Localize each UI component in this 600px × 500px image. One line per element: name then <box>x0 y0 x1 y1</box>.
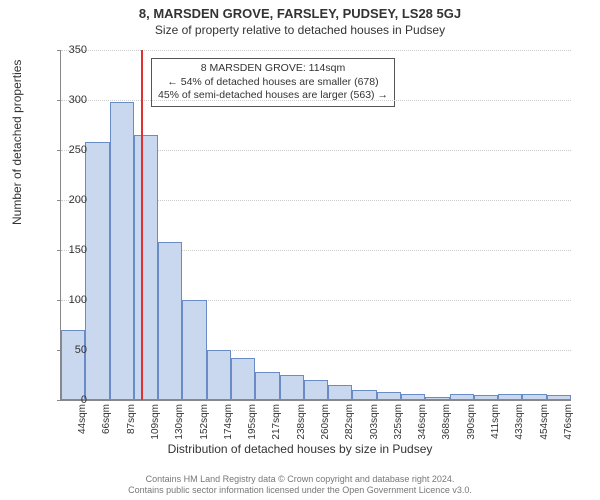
ytick-label: 100 <box>47 294 87 306</box>
bar <box>498 394 522 400</box>
page-title: 8, MARSDEN GROVE, FARSLEY, PUDSEY, LS28 … <box>0 0 600 21</box>
plot-area: 8 MARSDEN GROVE: 114sqm ← 54% of detache… <box>60 50 571 401</box>
bar <box>182 300 206 400</box>
ytick-label: 150 <box>47 244 87 256</box>
xtick-label: 390sqm <box>466 404 477 440</box>
credit-text: Contains HM Land Registry data © Crown c… <box>0 474 600 496</box>
bar <box>280 375 304 400</box>
xtick-label: 195sqm <box>247 404 258 440</box>
xtick-label: 174sqm <box>223 404 234 440</box>
bar <box>85 142 109 400</box>
y-axis-label: Number of detached properties <box>10 60 24 225</box>
xtick-label: 217sqm <box>271 404 282 440</box>
annotation-line2: ← 54% of detached houses are smaller (67… <box>158 76 388 90</box>
ytick-label: 300 <box>47 94 87 106</box>
ytick-label: 350 <box>47 44 87 56</box>
ytick-label: 250 <box>47 144 87 156</box>
xtick-label: 433sqm <box>514 404 525 440</box>
gridline <box>61 50 571 51</box>
ytick-label: 50 <box>47 344 87 356</box>
bar <box>134 135 158 400</box>
bar <box>255 372 279 400</box>
x-axis-label: Distribution of detached houses by size … <box>0 442 600 456</box>
bar <box>474 395 498 400</box>
reference-line <box>141 50 143 400</box>
xtick-label: 325sqm <box>393 404 404 440</box>
xtick-label: 260sqm <box>320 404 331 440</box>
page-subtitle: Size of property relative to detached ho… <box>0 21 600 37</box>
ytick-label: 200 <box>47 194 87 206</box>
bar <box>110 102 134 400</box>
chart-container: 8, MARSDEN GROVE, FARSLEY, PUDSEY, LS28 … <box>0 0 600 500</box>
xtick-label: 44sqm <box>77 404 88 434</box>
bar <box>522 394 546 400</box>
xtick-label: 454sqm <box>539 404 550 440</box>
bar <box>158 242 182 400</box>
bar <box>450 394 474 400</box>
xtick-label: 109sqm <box>150 404 161 440</box>
bar <box>61 330 85 400</box>
ytick-label: 0 <box>47 394 87 406</box>
bar <box>328 385 352 400</box>
xtick-label: 282sqm <box>344 404 355 440</box>
bar <box>401 394 425 400</box>
annotation-line1: 8 MARSDEN GROVE: 114sqm <box>158 62 388 76</box>
xtick-label: 368sqm <box>441 404 452 440</box>
bar <box>352 390 376 400</box>
bar <box>425 397 449 400</box>
bar <box>547 395 571 400</box>
credit-line1: Contains HM Land Registry data © Crown c… <box>0 474 600 485</box>
xtick-label: 152sqm <box>199 404 210 440</box>
xtick-label: 130sqm <box>174 404 185 440</box>
gridline <box>61 100 571 101</box>
xtick-label: 87sqm <box>126 404 137 434</box>
xtick-label: 346sqm <box>417 404 428 440</box>
bar <box>377 392 401 400</box>
xtick-label: 66sqm <box>101 404 112 434</box>
credit-line2: Contains public sector information licen… <box>0 485 600 496</box>
xtick-label: 303sqm <box>369 404 380 440</box>
bar <box>207 350 231 400</box>
bar <box>231 358 255 400</box>
bar <box>304 380 328 400</box>
xtick-label: 476sqm <box>563 404 574 440</box>
xtick-label: 238sqm <box>296 404 307 440</box>
xtick-label: 411sqm <box>490 404 501 439</box>
